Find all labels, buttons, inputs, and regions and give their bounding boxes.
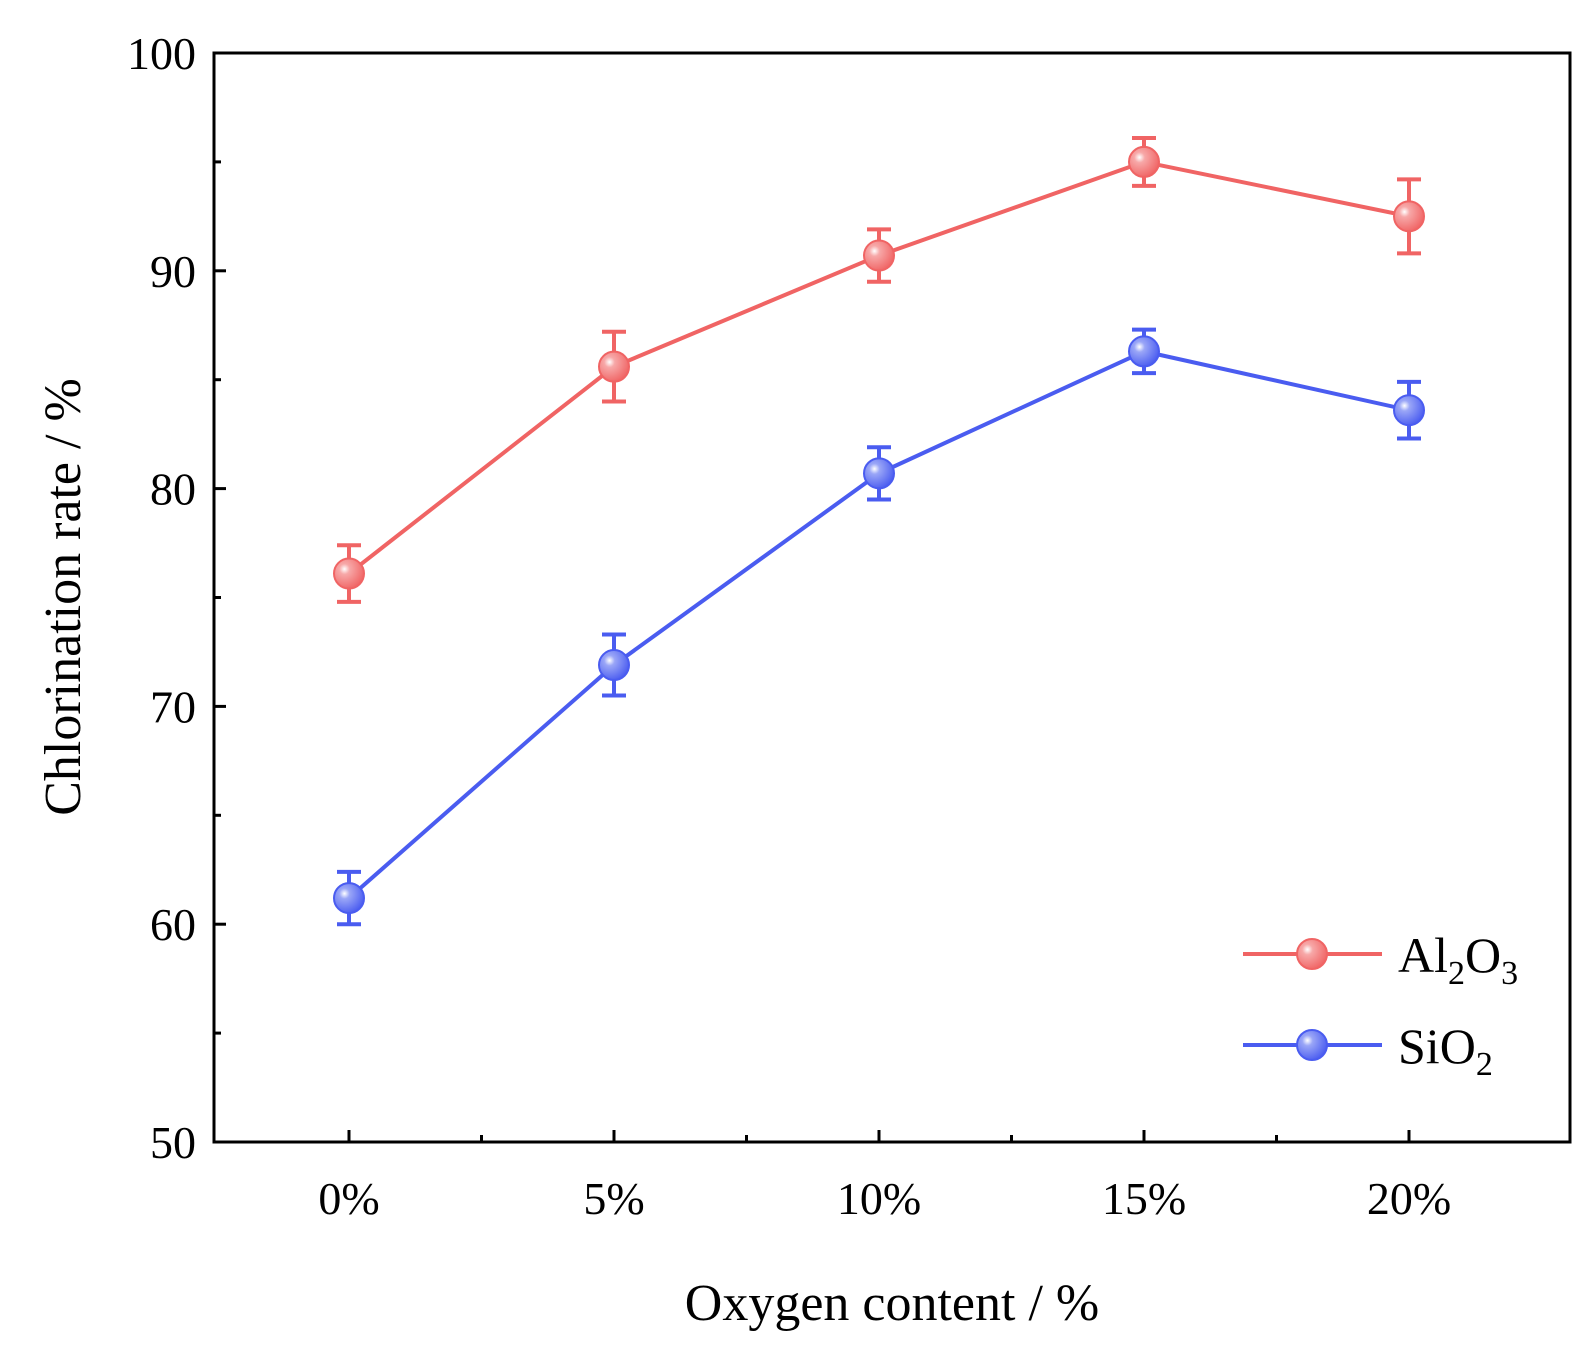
series-layer xyxy=(333,135,1425,927)
x-axis-title: Oxygen content / % xyxy=(685,1275,1099,1332)
y-axis: 50 60 70 80 90 100 xyxy=(127,28,226,1168)
y-tick-label: 100 xyxy=(127,28,196,79)
series-al2o3 xyxy=(333,135,1425,604)
y-tick-label: 80 xyxy=(150,464,196,515)
series-sio2 xyxy=(333,327,1425,927)
y-axis-title: Chlorination rate / % xyxy=(35,378,92,816)
x-tick-label: 5% xyxy=(583,1173,644,1224)
y-tick-label: 90 xyxy=(150,246,196,297)
data-point xyxy=(1393,394,1425,427)
y-tick-label: 70 xyxy=(150,681,196,732)
data-point xyxy=(863,239,895,272)
data-point xyxy=(1128,335,1160,368)
y-tick-label: 50 xyxy=(150,1117,196,1168)
x-tick-label: 20% xyxy=(1367,1173,1451,1224)
series-line xyxy=(347,159,1410,576)
legend-marker-al2o3 xyxy=(1296,938,1328,970)
legend-item-al2o3: Al2O3 xyxy=(1243,927,1518,992)
series-line xyxy=(347,349,1410,900)
data-point xyxy=(598,649,630,682)
data-point xyxy=(1393,200,1425,233)
x-tick-label: 15% xyxy=(1102,1173,1186,1224)
legend-label-sio2: SiO2 xyxy=(1398,1018,1493,1083)
data-point xyxy=(598,350,630,383)
legend: Al2O3 SiO2 xyxy=(1243,927,1518,1083)
y-tick-label: 60 xyxy=(150,899,196,950)
x-tick-label: 10% xyxy=(837,1173,921,1224)
data-point xyxy=(1128,145,1160,178)
plot-frame xyxy=(212,51,1572,1144)
legend-item-sio2: SiO2 xyxy=(1243,1018,1493,1083)
legend-label-al2o3: Al2O3 xyxy=(1398,927,1518,992)
data-point xyxy=(863,457,895,490)
legend-marker-sio2 xyxy=(1296,1029,1328,1061)
x-axis: 0% 5% 10% 15% 20% xyxy=(318,1130,1451,1224)
data-point xyxy=(333,882,365,915)
x-tick-label: 0% xyxy=(318,1173,379,1224)
data-point xyxy=(333,557,365,590)
